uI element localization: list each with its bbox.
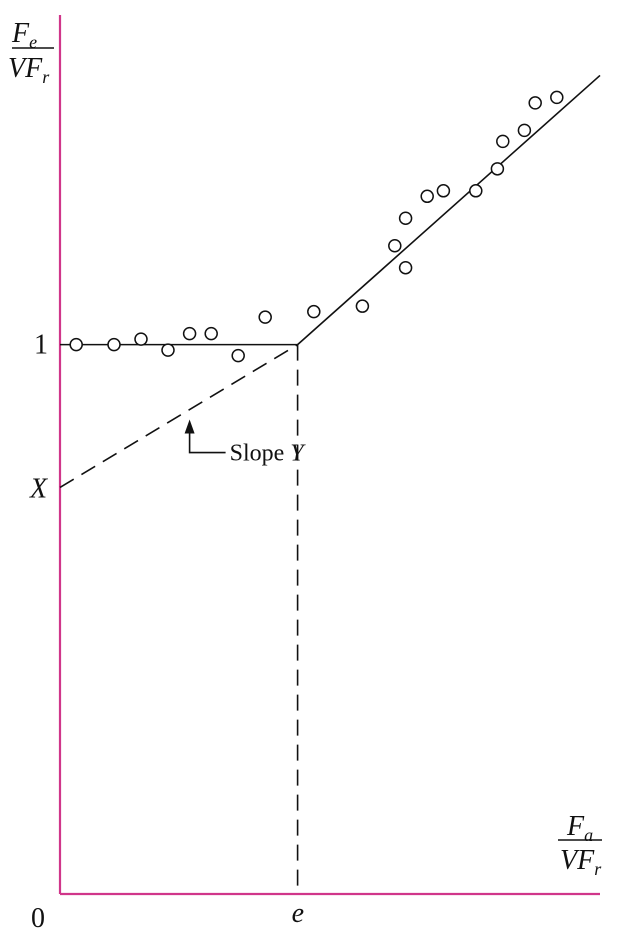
- slope-annotation-variable: Y: [290, 441, 306, 467]
- data-point: [355, 299, 370, 313]
- data-point: [528, 96, 542, 110]
- data-point: [134, 332, 148, 346]
- data-point: [161, 343, 175, 357]
- data-point: [420, 189, 434, 204]
- slope-annotation-text: Slope Y: [230, 441, 307, 467]
- data-point: [182, 326, 197, 341]
- slope-annotation-prefix: Slope: [230, 441, 291, 467]
- data-point: [107, 337, 121, 352]
- data-point: [307, 304, 321, 319]
- x-label-denominator: VFr: [560, 845, 602, 879]
- data-point: [398, 260, 413, 275]
- data-point: [490, 162, 505, 176]
- y-label-numerator: Fe: [11, 18, 37, 52]
- slope-annotation: Slope Y: [184, 419, 307, 467]
- data-points-group: [69, 90, 564, 363]
- y-tick-label-one: 1: [34, 330, 48, 361]
- slope-arrow-icon: [184, 419, 195, 434]
- sloped-fitted-line: [297, 74, 601, 346]
- extrapolated-dashed-line: [59, 343, 299, 489]
- data-point: [469, 184, 483, 198]
- x-axis-label: Fa VFr: [558, 811, 602, 879]
- x-break-label: e: [292, 898, 304, 929]
- x-label-numerator: Fa: [566, 811, 593, 845]
- slope-leader-line: [188, 429, 226, 454]
- y-label-denominator: VFr: [8, 53, 50, 87]
- data-point: [550, 90, 564, 105]
- data-point: [496, 134, 510, 149]
- data-point: [398, 211, 413, 226]
- y-axis-label: Fe VFr: [8, 18, 54, 87]
- data-point: [517, 123, 532, 138]
- data-point: [436, 184, 451, 198]
- data-point: [204, 326, 218, 341]
- data-point: [231, 348, 245, 363]
- origin-label: 0: [31, 903, 45, 934]
- data-point: [69, 337, 83, 352]
- data-point: [258, 310, 272, 324]
- data-point: [388, 238, 402, 253]
- y-intercept-label: X: [29, 473, 48, 504]
